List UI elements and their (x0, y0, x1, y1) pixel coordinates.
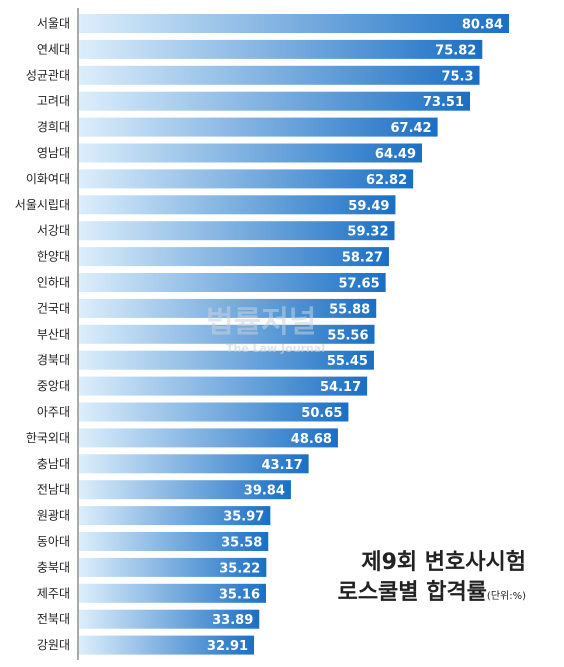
value-label: 35.97 (223, 510, 264, 525)
value-label: 48.68 (291, 432, 332, 447)
category-label: 인하대 (37, 276, 70, 290)
chart-title-line2-text: 로스쿨별 합격률 (337, 580, 487, 605)
bar (79, 143, 423, 163)
bar (79, 91, 471, 111)
value-label: 35.16 (219, 587, 260, 602)
value-label: 55.45 (327, 354, 368, 369)
category-label: 부산대 (37, 327, 70, 341)
category-label: 전북대 (37, 612, 70, 626)
value-label: 55.88 (329, 302, 370, 317)
value-label: 59.49 (348, 199, 389, 214)
value-label: 64.49 (375, 147, 416, 162)
value-label: 75.82 (435, 43, 476, 58)
bar (79, 273, 386, 292)
category-label: 연세대 (37, 42, 70, 56)
bar (79, 402, 349, 422)
value-label: 39.84 (244, 484, 285, 499)
bar (79, 635, 255, 655)
chart-unit-label: (단위:%) (486, 591, 526, 602)
bar (79, 65, 480, 85)
bar (79, 298, 377, 318)
value-label: 50.65 (301, 406, 342, 421)
category-label: 성균관대 (26, 68, 70, 82)
category-label: 경희대 (37, 120, 70, 134)
bar (79, 376, 368, 396)
category-label: 충남대 (37, 457, 70, 471)
category-label: 한국외대 (26, 431, 70, 445)
bar (79, 583, 267, 603)
category-label: 아주대 (37, 405, 70, 419)
chart-title-line1: 제9회 변호사시험 (361, 550, 526, 575)
value-label: 75.3 (441, 69, 473, 84)
value-label: 67.42 (390, 121, 431, 136)
value-label: 73.51 (423, 95, 464, 110)
category-label: 서강대 (37, 224, 70, 238)
category-label: 이화여대 (26, 172, 70, 186)
value-label: 62.82 (366, 173, 407, 188)
category-label: 영남대 (37, 146, 70, 160)
bar (79, 169, 414, 189)
value-label: 35.58 (221, 536, 262, 551)
bar (79, 506, 271, 526)
bar (79, 117, 438, 137)
bar (79, 532, 269, 551)
category-label: 한양대 (37, 250, 70, 264)
watermark-main: 법률저널 (206, 305, 316, 340)
bar (79, 609, 260, 629)
value-label: 35.22 (219, 561, 260, 576)
value-label: 33.89 (212, 613, 253, 628)
value-label: 80.84 (462, 18, 503, 33)
value-label: 55.56 (327, 328, 368, 343)
bar (79, 350, 374, 370)
bar (79, 195, 396, 215)
chart-title-block: 제9회 변호사시험 로스쿨별 합격률(단위:%) (338, 548, 526, 612)
bar (79, 480, 291, 500)
bar (79, 39, 483, 59)
category-label: 원광대 (37, 509, 70, 523)
category-label: 중앙대 (37, 379, 70, 393)
watermark: 법률저널 The Law Journal (206, 305, 325, 355)
bar (79, 247, 389, 267)
category-label: 전남대 (37, 483, 70, 497)
bar (79, 324, 375, 344)
chart-title-line2: 로스쿨별 합격률(단위:%) (338, 578, 526, 612)
category-label: 동아대 (37, 535, 70, 549)
bar (79, 557, 267, 577)
category-label: 건국대 (37, 301, 70, 315)
category-label: 경북대 (37, 353, 70, 367)
category-label: 제주대 (37, 586, 70, 600)
bar (79, 428, 338, 448)
bar (79, 14, 509, 33)
value-label: 58.27 (342, 251, 383, 266)
value-label: 32.91 (207, 639, 248, 654)
value-label: 54.17 (320, 380, 361, 395)
value-label: 43.17 (262, 458, 303, 473)
value-label: 57.65 (339, 277, 380, 292)
bar (79, 221, 395, 241)
category-label: 서울시립대 (15, 198, 70, 212)
watermark-sub: The Law Journal (226, 342, 325, 355)
category-label: 충북대 (37, 560, 70, 574)
category-label: 서울대 (37, 17, 70, 31)
bar (79, 454, 309, 474)
value-label: 59.32 (347, 225, 388, 240)
category-label: 고려대 (37, 94, 70, 108)
category-label: 강원대 (37, 638, 70, 652)
